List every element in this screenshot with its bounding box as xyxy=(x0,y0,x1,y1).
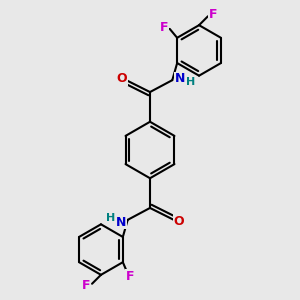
Text: F: F xyxy=(126,270,134,283)
Text: F: F xyxy=(82,279,90,292)
Text: N: N xyxy=(116,216,126,229)
Text: F: F xyxy=(209,8,218,21)
Text: O: O xyxy=(116,72,127,85)
Text: H: H xyxy=(106,213,115,224)
Text: H: H xyxy=(186,76,195,87)
Text: O: O xyxy=(174,215,184,228)
Text: F: F xyxy=(160,21,169,34)
Text: N: N xyxy=(175,72,185,85)
